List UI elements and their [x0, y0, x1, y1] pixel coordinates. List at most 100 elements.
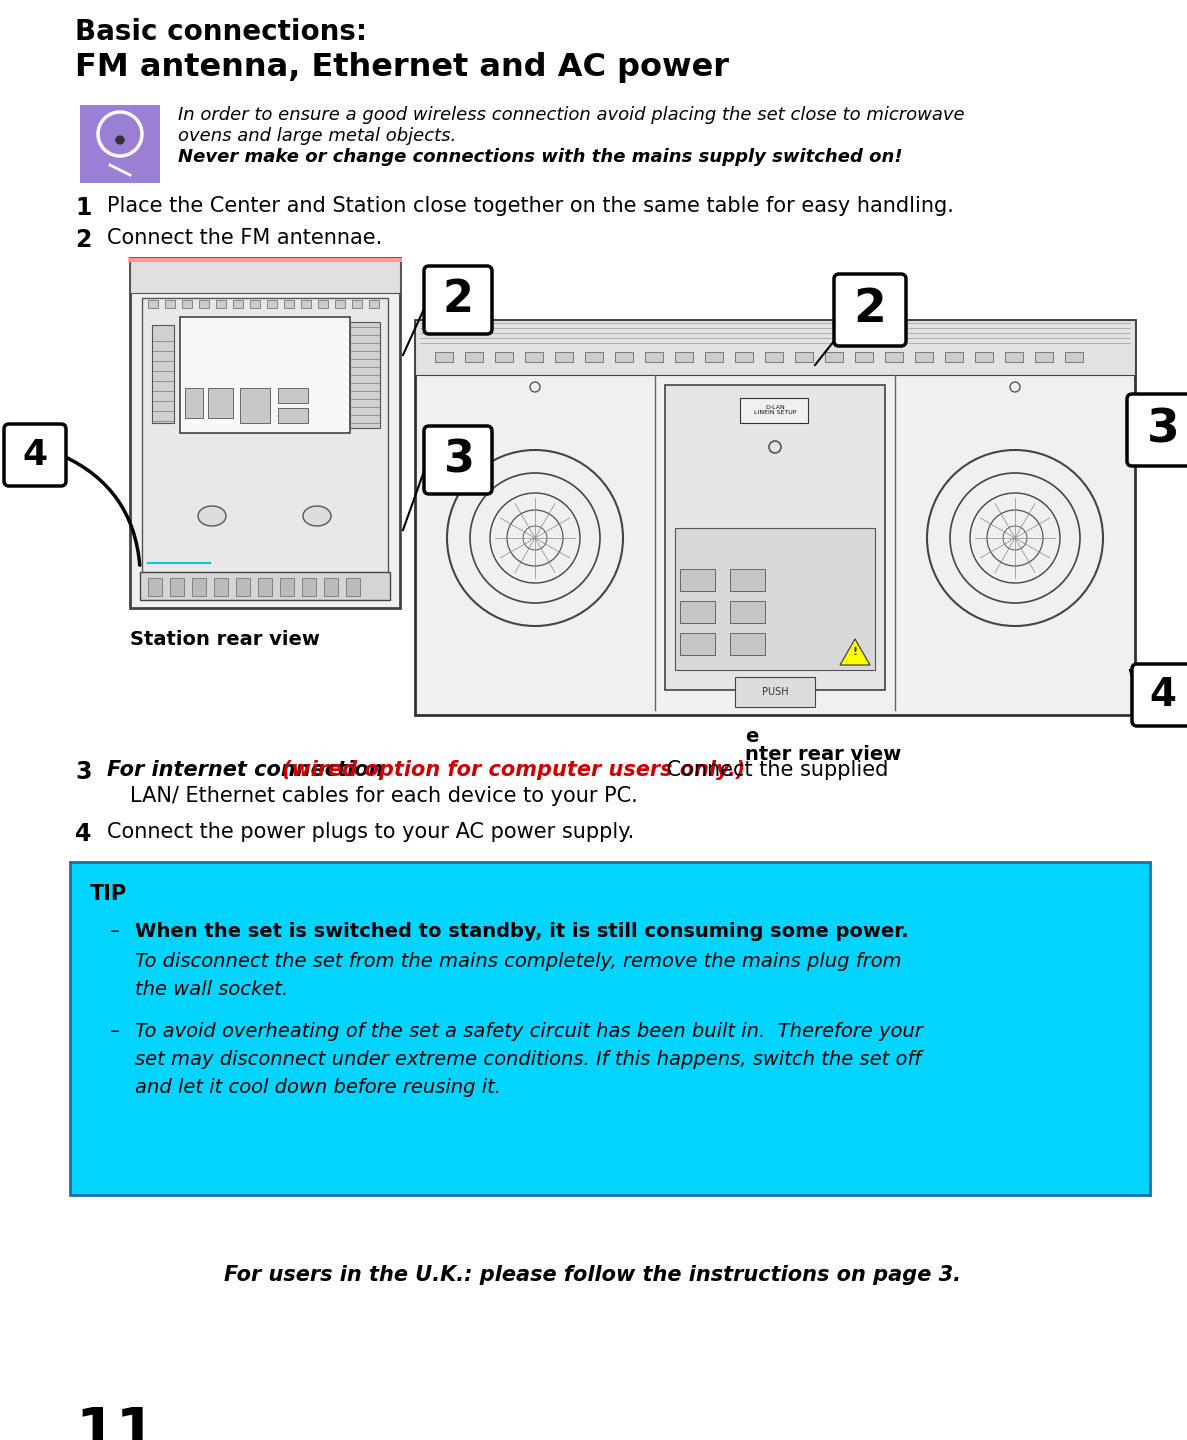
Text: 3: 3 [75, 760, 91, 783]
Text: FM antenna, Ethernet and AC power: FM antenna, Ethernet and AC power [75, 52, 729, 84]
FancyBboxPatch shape [199, 300, 209, 308]
FancyBboxPatch shape [1126, 395, 1187, 467]
FancyBboxPatch shape [258, 577, 272, 596]
FancyBboxPatch shape [70, 863, 1150, 1195]
FancyBboxPatch shape [142, 298, 388, 593]
FancyBboxPatch shape [170, 577, 184, 596]
Circle shape [116, 135, 123, 144]
FancyBboxPatch shape [680, 569, 715, 590]
Text: 4: 4 [75, 822, 91, 845]
FancyBboxPatch shape [278, 387, 307, 403]
Text: To avoid overheating of the set a safety circuit has been built in.  Therefore y: To avoid overheating of the set a safety… [135, 1022, 922, 1041]
Text: PUSH: PUSH [762, 687, 788, 697]
FancyBboxPatch shape [236, 577, 250, 596]
FancyBboxPatch shape [556, 351, 573, 361]
FancyBboxPatch shape [324, 577, 338, 596]
FancyBboxPatch shape [278, 408, 307, 423]
Text: and let it cool down before reusing it.: and let it cool down before reusing it. [135, 1079, 501, 1097]
FancyBboxPatch shape [353, 300, 362, 308]
Text: 4: 4 [1149, 675, 1176, 714]
FancyBboxPatch shape [675, 528, 875, 670]
Text: 3: 3 [1147, 408, 1180, 452]
FancyBboxPatch shape [730, 634, 764, 655]
FancyBboxPatch shape [148, 300, 158, 308]
FancyBboxPatch shape [180, 317, 350, 433]
FancyBboxPatch shape [250, 300, 260, 308]
FancyBboxPatch shape [434, 351, 453, 361]
Text: Never make or change connections with the mains supply switched on!: Never make or change connections with th… [178, 148, 902, 166]
FancyBboxPatch shape [795, 351, 813, 361]
FancyBboxPatch shape [301, 300, 311, 308]
FancyBboxPatch shape [301, 577, 316, 596]
FancyBboxPatch shape [148, 577, 161, 596]
Text: Connect the FM antennae.: Connect the FM antennae. [107, 228, 382, 248]
FancyBboxPatch shape [465, 351, 483, 361]
FancyBboxPatch shape [345, 577, 360, 596]
FancyBboxPatch shape [131, 258, 400, 608]
FancyBboxPatch shape [825, 351, 843, 361]
Text: ovens and large metal objects.: ovens and large metal objects. [178, 127, 456, 145]
FancyBboxPatch shape [415, 320, 1135, 716]
Text: Connect the power plugs to your AC power supply.: Connect the power plugs to your AC power… [107, 822, 634, 842]
FancyBboxPatch shape [80, 105, 160, 183]
FancyBboxPatch shape [945, 351, 963, 361]
Text: To disconnect the set from the mains completely, remove the mains plug from: To disconnect the set from the mains com… [135, 952, 901, 971]
Text: !: ! [852, 647, 857, 657]
Text: When the set is switched to standby, it is still consuming some power.: When the set is switched to standby, it … [135, 922, 908, 940]
FancyBboxPatch shape [1132, 664, 1187, 726]
FancyBboxPatch shape [182, 300, 192, 308]
Text: nter rear view: nter rear view [745, 744, 901, 765]
Text: 2: 2 [75, 228, 91, 252]
Text: 11: 11 [75, 1405, 157, 1440]
FancyBboxPatch shape [705, 351, 723, 361]
Text: –: – [110, 922, 120, 940]
FancyBboxPatch shape [1005, 351, 1023, 361]
FancyBboxPatch shape [233, 300, 243, 308]
FancyBboxPatch shape [192, 577, 207, 596]
Text: set may disconnect under extreme conditions. If this happens, switch the set off: set may disconnect under extreme conditi… [135, 1050, 921, 1068]
FancyBboxPatch shape [369, 300, 379, 308]
Ellipse shape [198, 505, 226, 526]
Text: 1: 1 [75, 196, 91, 220]
FancyBboxPatch shape [1035, 351, 1053, 361]
FancyBboxPatch shape [675, 351, 693, 361]
Text: D-LAN
LINEIN SETUP: D-LAN LINEIN SETUP [754, 405, 796, 415]
Text: 2: 2 [443, 278, 474, 321]
FancyBboxPatch shape [284, 300, 294, 308]
FancyBboxPatch shape [915, 351, 933, 361]
Text: For users in the U.K.: please follow the instructions on page 3.: For users in the U.K.: please follow the… [224, 1264, 961, 1284]
FancyBboxPatch shape [318, 300, 328, 308]
FancyBboxPatch shape [4, 423, 66, 487]
FancyBboxPatch shape [525, 351, 542, 361]
Ellipse shape [303, 505, 331, 526]
FancyBboxPatch shape [424, 426, 491, 494]
FancyBboxPatch shape [834, 274, 906, 346]
FancyBboxPatch shape [680, 600, 715, 624]
FancyBboxPatch shape [131, 258, 400, 292]
FancyBboxPatch shape [424, 266, 491, 334]
FancyBboxPatch shape [214, 577, 228, 596]
FancyBboxPatch shape [735, 351, 753, 361]
FancyBboxPatch shape [740, 397, 808, 423]
Text: (wired option for computer users only.): (wired option for computer users only.) [283, 760, 745, 780]
Text: Connect the supplied: Connect the supplied [660, 760, 888, 780]
FancyBboxPatch shape [764, 351, 783, 361]
FancyBboxPatch shape [680, 634, 715, 655]
FancyBboxPatch shape [886, 351, 903, 361]
Text: In order to ensure a good wireless connection avoid placing the set close to mic: In order to ensure a good wireless conne… [178, 107, 965, 124]
FancyBboxPatch shape [140, 572, 391, 600]
FancyBboxPatch shape [645, 351, 664, 361]
FancyBboxPatch shape [730, 569, 764, 590]
FancyBboxPatch shape [615, 351, 633, 361]
Text: Place the Center and Station close together on the same table for easy handling.: Place the Center and Station close toget… [107, 196, 954, 216]
Text: the wall socket.: the wall socket. [135, 981, 288, 999]
FancyBboxPatch shape [855, 351, 872, 361]
Text: 4: 4 [23, 438, 47, 472]
FancyBboxPatch shape [152, 325, 174, 423]
FancyBboxPatch shape [495, 351, 513, 361]
FancyBboxPatch shape [208, 387, 233, 418]
FancyBboxPatch shape [216, 300, 226, 308]
FancyBboxPatch shape [280, 577, 294, 596]
FancyBboxPatch shape [735, 677, 815, 707]
Polygon shape [840, 639, 870, 665]
